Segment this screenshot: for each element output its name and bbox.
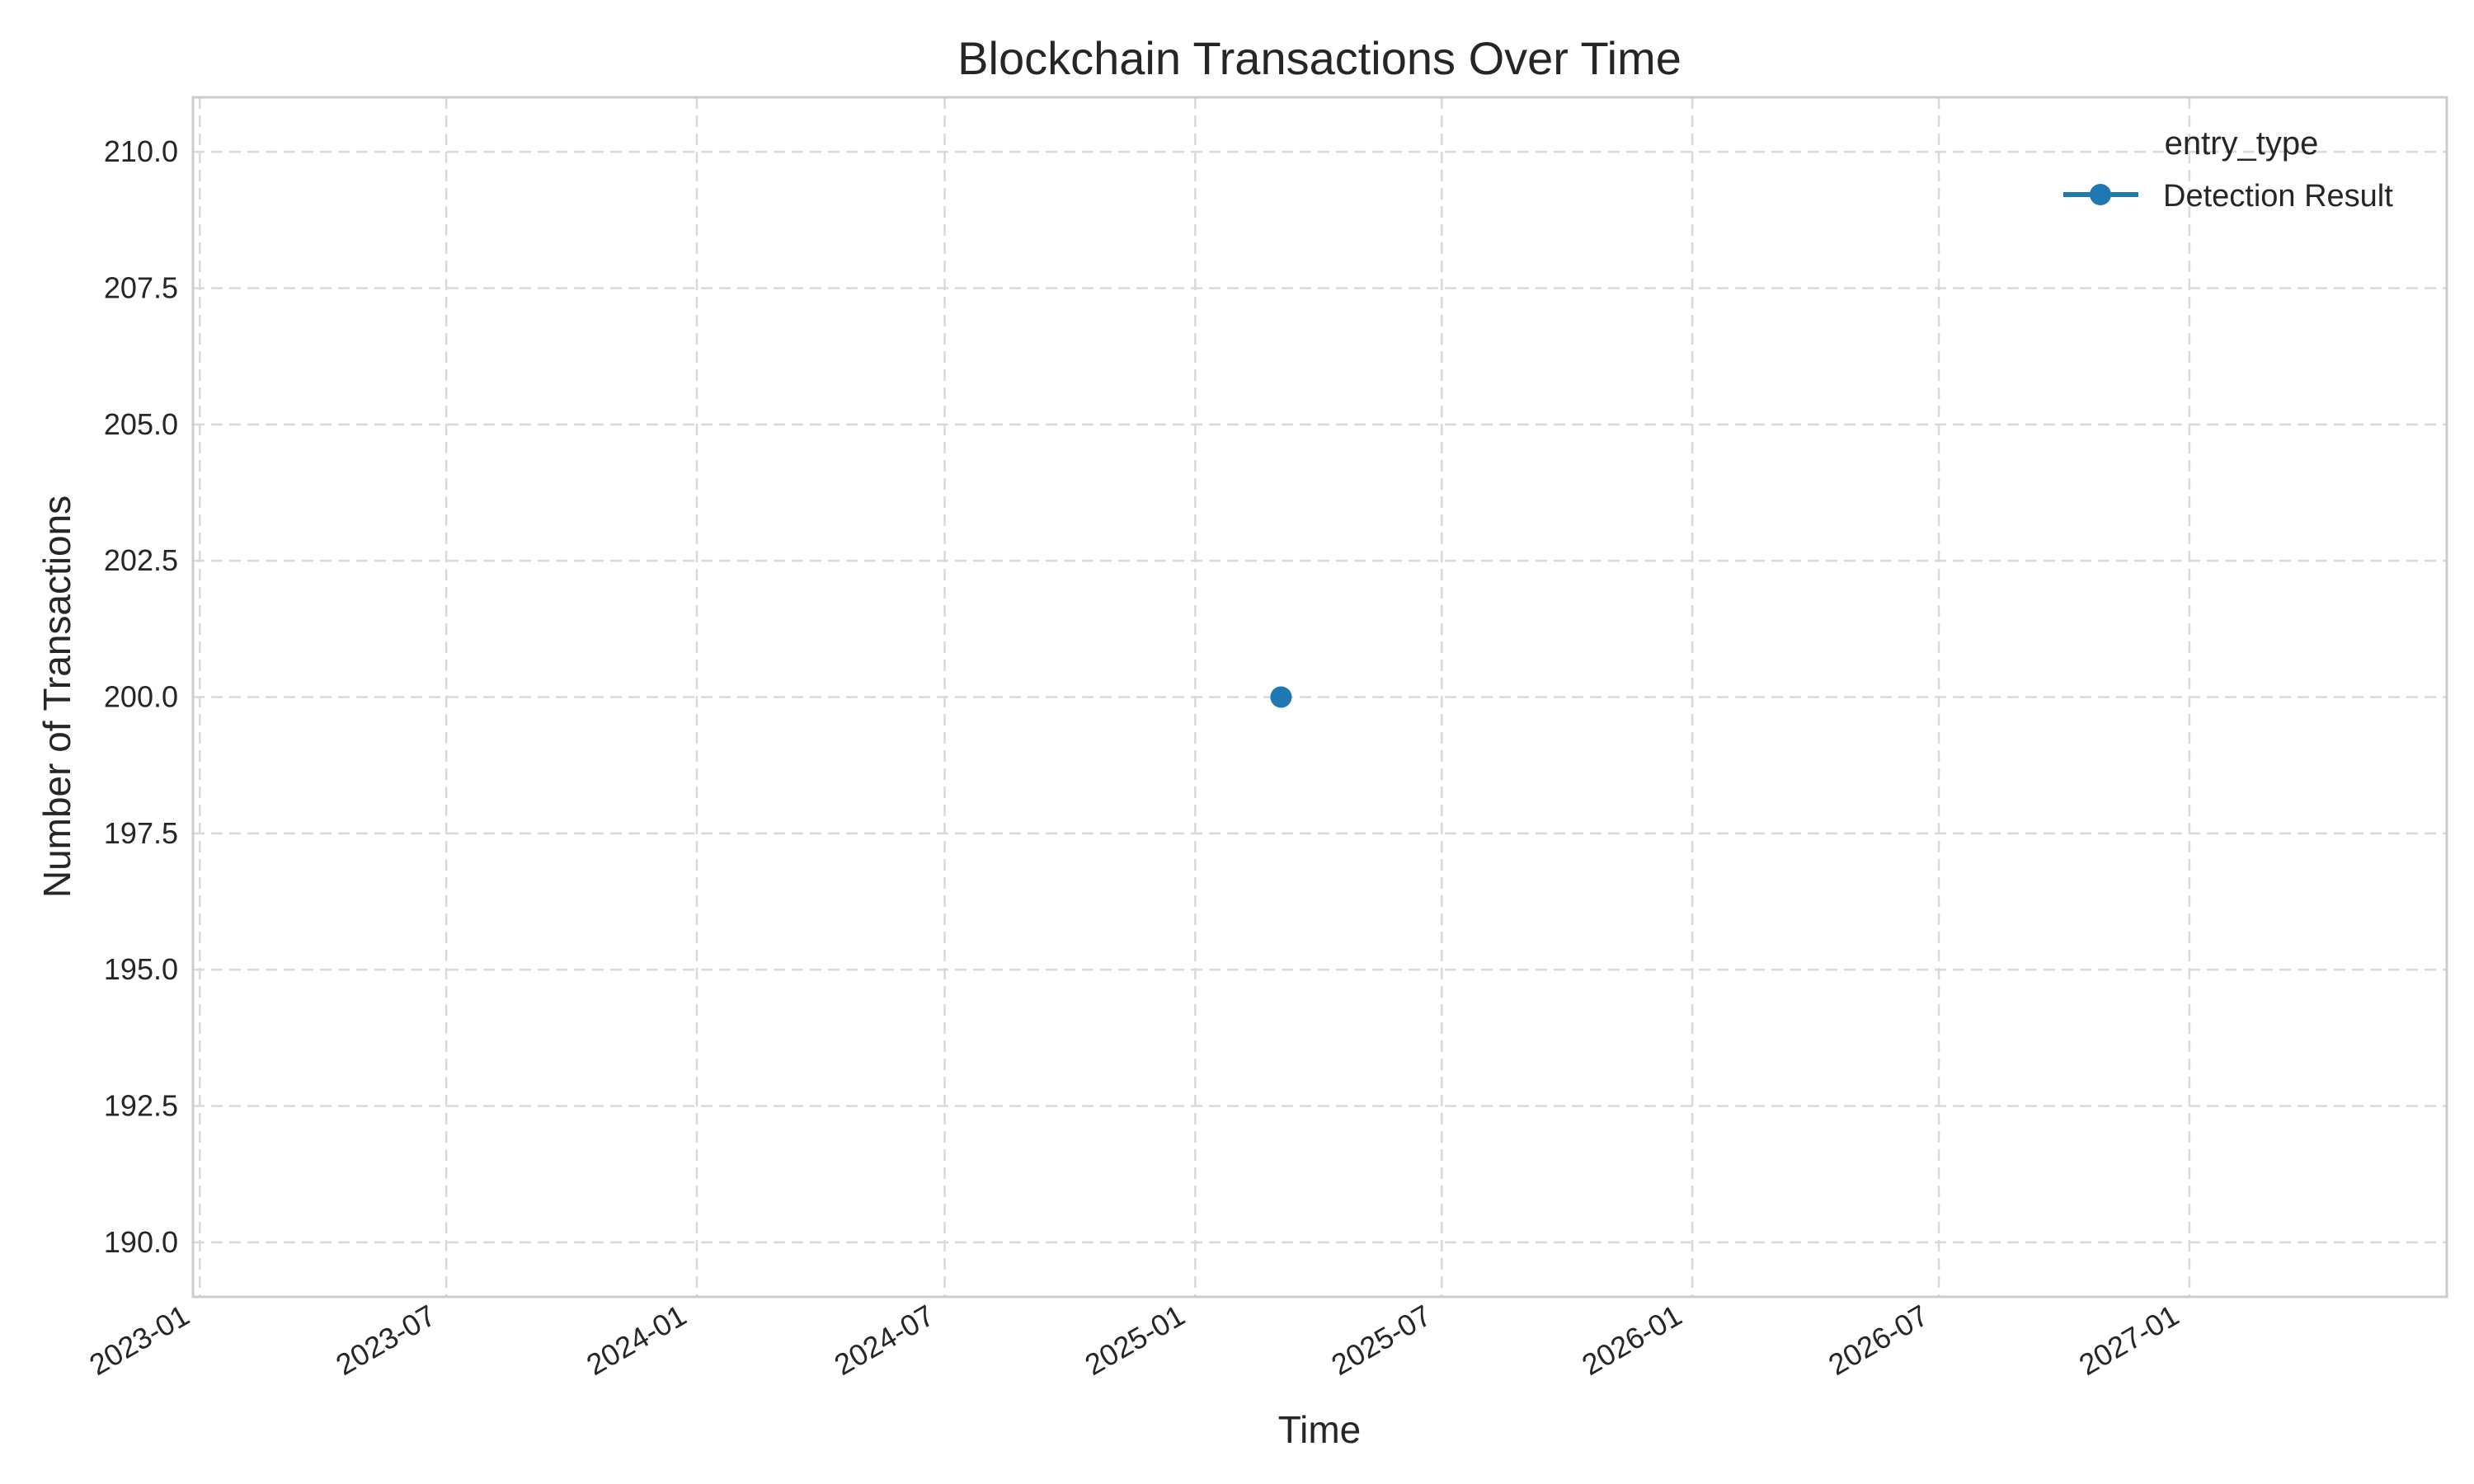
y-tick-label: 202.5 [104, 543, 178, 577]
y-tick-label: 207.5 [104, 270, 178, 304]
legend-dot-marker [2090, 184, 2111, 205]
x-axis-label: Time [1278, 1408, 1362, 1451]
y-tick-label: 210.0 [104, 134, 178, 168]
x-tick-label: 2026-07 [1823, 1298, 1934, 1382]
plot-frame [191, 96, 2448, 1298]
x-tick-label: 2024-07 [829, 1298, 940, 1382]
legend: entry_type Detection Result [2063, 125, 2393, 214]
x-tick-label: 2023-07 [330, 1298, 441, 1382]
x-axis: 2023-01 2023-07 2024-01 2024-07 2025-01 2025-… [83, 1298, 2185, 1382]
x-tick-label: 2024-01 [581, 1298, 692, 1382]
y-tick-label: 192.5 [104, 1089, 178, 1123]
data-point [1270, 686, 1292, 708]
y-tick-label: 205.0 [104, 407, 178, 441]
x-tick-label: 2023-01 [83, 1298, 195, 1382]
legend-title: entry_type [2165, 125, 2319, 162]
y-tick-label: 200.0 [104, 680, 178, 714]
x-tick-label: 2025-07 [1325, 1298, 1437, 1382]
chart-title: Blockchain Transactions Over Time [957, 32, 1681, 84]
legend-label-detection-result: Detection Result [2163, 179, 2393, 214]
series-layer [1270, 686, 1292, 708]
y-tick-label: 195.0 [104, 952, 178, 986]
x-tick-label: 2025-01 [1079, 1298, 1190, 1382]
x-tick-label: 2027-01 [2073, 1298, 2185, 1382]
y-axis: 190.0 192.5 195.0 197.5 200.0 202.5 205.0 207.5… [104, 134, 178, 1259]
grid-layer [193, 97, 2447, 1297]
y-axis-label: Number of Transactions [35, 495, 78, 898]
y-tick-label: 190.0 [104, 1225, 178, 1259]
y-tick-label: 197.5 [104, 816, 178, 850]
x-tick-label: 2026-01 [1576, 1298, 1687, 1382]
